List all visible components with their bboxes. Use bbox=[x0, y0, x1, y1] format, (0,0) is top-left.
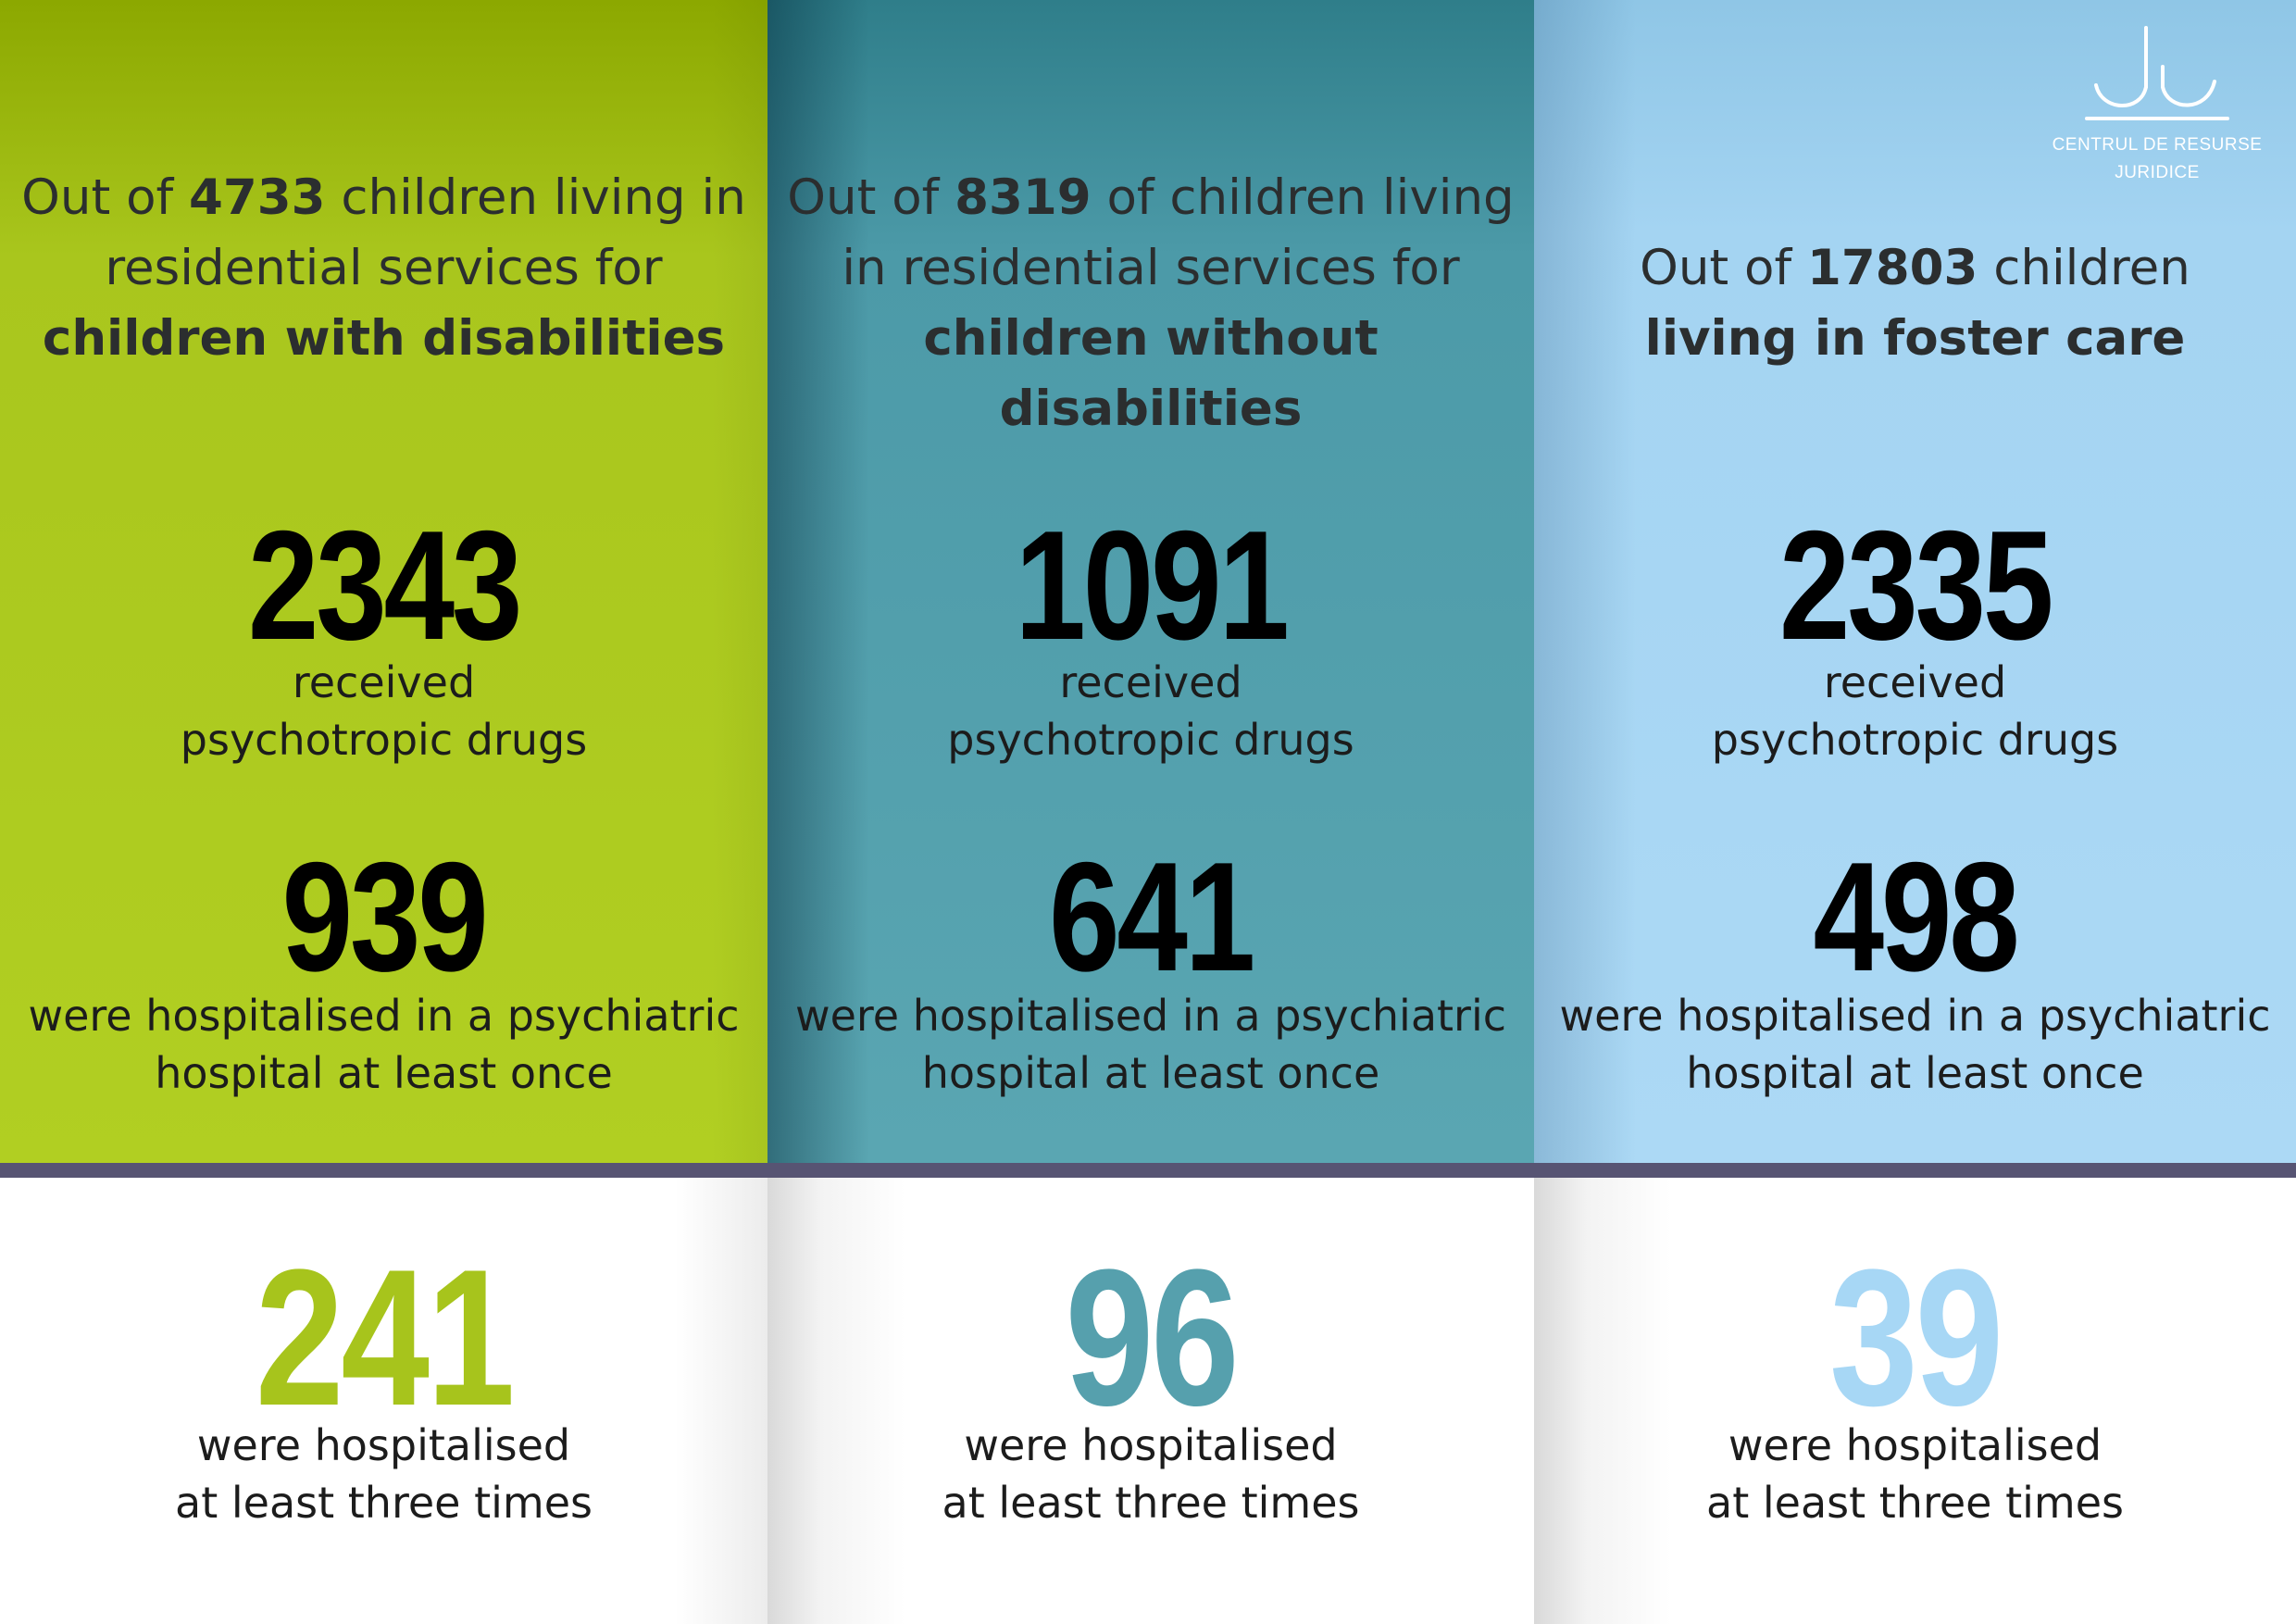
hospital-once-value: 641 bbox=[1048, 830, 1255, 1004]
heading-count: 17803 bbox=[1806, 240, 1978, 296]
drugs-caption-line2: psychotropic drugs bbox=[180, 715, 588, 765]
hospital-once-caption-line1: were hospitalised in a psychiatric bbox=[794, 991, 1507, 1041]
heading-pre: Out of bbox=[1640, 240, 1807, 296]
drugs-caption-line1: received bbox=[1059, 657, 1242, 707]
heading-pre: Out of bbox=[21, 169, 190, 226]
logo-text-line1: CENTRUL DE RESURSE bbox=[2052, 135, 2263, 155]
drugs-caption-line1: received bbox=[1823, 657, 2007, 707]
divider-band bbox=[767, 1163, 1534, 1178]
hospital-three-caption: were hospitalised at least three times bbox=[767, 1417, 1534, 1531]
column-disabilities: Out of 4733 children living in residenti… bbox=[0, 0, 767, 1624]
hospital-three-caption-line2: at least three times bbox=[175, 1478, 593, 1528]
drugs-caption-line2: psychotropic drugs bbox=[947, 715, 1354, 765]
hospital-three-caption: were hospitalised at least three times bbox=[0, 1417, 767, 1531]
drugs-value: 1091 bbox=[1015, 498, 1290, 672]
divider-band bbox=[1534, 1163, 2296, 1178]
heading-pre: Out of bbox=[787, 169, 955, 226]
column-bottom-panel bbox=[767, 1178, 1534, 1624]
hospital-once-caption-line2: hospital at least once bbox=[155, 1048, 613, 1098]
hospital-once-caption-line1: were hospitalised in a psychiatric bbox=[28, 991, 740, 1041]
column-bottom-panel bbox=[1534, 1178, 2296, 1624]
drugs-caption-line1: received bbox=[292, 657, 476, 707]
hospital-three-caption-line2: at least three times bbox=[942, 1478, 1360, 1528]
drugs-caption-line2: psychotropic drugs bbox=[1711, 715, 2119, 765]
hospital-once-caption-line2: hospital at least once bbox=[1686, 1048, 2144, 1098]
column-bottom-panel bbox=[0, 1178, 767, 1624]
hospital-once-caption: were hospitalised in a psychiatric hospi… bbox=[1534, 987, 2296, 1102]
heading-mid: children living in residential services … bbox=[105, 169, 746, 296]
column-heading: Out of 17803 children living in foster c… bbox=[1534, 233, 2296, 374]
hospital-once-value: 939 bbox=[281, 830, 488, 1004]
logo-text-line2: JURIDICE bbox=[2115, 163, 2200, 182]
drugs-caption: received psychotropic drugs bbox=[0, 654, 767, 768]
heading-count: 4733 bbox=[189, 169, 326, 226]
crj-logo-icon bbox=[2085, 26, 2229, 120]
hospital-three-caption-line1: were hospitalised bbox=[196, 1420, 571, 1470]
hospital-three-value: 39 bbox=[1829, 1229, 2003, 1446]
hospital-once-value: 498 bbox=[1813, 830, 2019, 1004]
hospital-once-caption: were hospitalised in a psychiatric hospi… bbox=[0, 987, 767, 1102]
drugs-value: 2335 bbox=[1778, 498, 2054, 672]
column-top-panel bbox=[767, 0, 1534, 1163]
column-top-panel bbox=[0, 0, 767, 1163]
drugs-caption: received psychotropic drugs bbox=[1534, 654, 2296, 768]
heading-count: 8319 bbox=[955, 169, 1092, 226]
hospital-once-caption-line1: were hospitalised in a psychiatric bbox=[1559, 991, 2271, 1041]
heading-bold: children without disabilities bbox=[923, 310, 1379, 437]
column-top-panel bbox=[1534, 0, 2296, 1163]
column-heading: Out of 8319 of children living in reside… bbox=[767, 163, 1534, 444]
hospital-three-value: 241 bbox=[255, 1229, 516, 1446]
heading-mid: of children living in residential servic… bbox=[842, 169, 1515, 296]
hospital-three-caption: were hospitalised at least three times bbox=[1534, 1417, 2296, 1531]
logo-text: CENTRUL DE RESURSE JURIDICE bbox=[2037, 131, 2277, 187]
heading-bold: children with disabilities bbox=[42, 310, 726, 367]
divider-band bbox=[0, 1163, 767, 1178]
column-foster-care: Out of 17803 children living in foster c… bbox=[1534, 0, 2296, 1624]
heading-bold: living in foster care bbox=[1644, 310, 2186, 367]
hospital-three-value: 96 bbox=[1065, 1229, 1240, 1446]
crj-logo: CENTRUL DE RESURSE JURIDICE bbox=[2037, 22, 2277, 182]
column-heading: Out of 4733 children living in residenti… bbox=[0, 163, 767, 374]
hospital-once-caption: were hospitalised in a psychiatric hospi… bbox=[767, 987, 1534, 1102]
drugs-value: 2343 bbox=[247, 498, 523, 672]
hospital-three-caption-line2: at least three times bbox=[1706, 1478, 2124, 1528]
hospital-three-caption-line1: were hospitalised bbox=[964, 1420, 1338, 1470]
hospital-three-caption-line1: were hospitalised bbox=[1728, 1420, 2103, 1470]
hospital-once-caption-line2: hospital at least once bbox=[921, 1048, 1380, 1098]
drugs-caption: received psychotropic drugs bbox=[767, 654, 1534, 768]
column-without-disabilities: Out of 8319 of children living in reside… bbox=[767, 0, 1534, 1624]
heading-mid: children bbox=[1978, 240, 2190, 296]
